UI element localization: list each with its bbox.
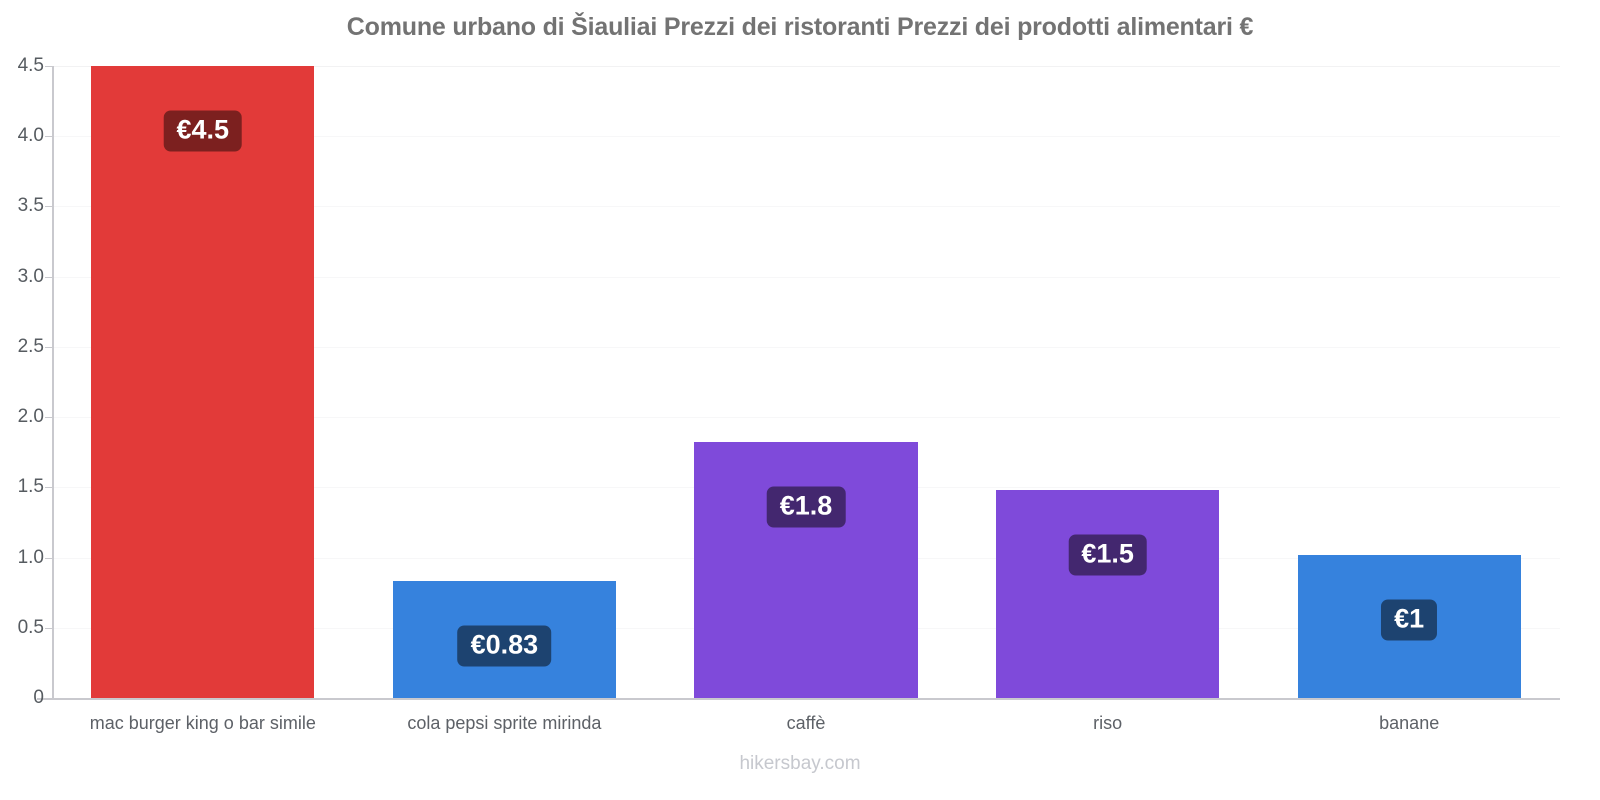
gridline [52,346,1560,348]
bar[interactable] [91,66,315,698]
y-axis-tick-label: 2.0 [17,406,44,428]
gridline [52,206,1560,208]
bar-value-label: €0.83 [457,625,552,667]
bar-value-label: €1.8 [766,486,846,528]
y-axis-tick-mark [45,627,52,629]
bar[interactable] [694,442,918,698]
gridline [52,417,1560,419]
x-axis-category-label: mac burger king o bar simile [89,713,316,733]
y-axis-tick-mark [45,276,52,278]
y-axis-tick-mark [45,66,52,67]
bar-value-label: €4.5 [163,110,243,152]
bar-value-label: €1 [1381,599,1438,641]
chart-title: Comune urbano di Šiauliai Prezzi dei ris… [346,13,1254,41]
x-axis-line [37,698,1560,700]
bar[interactable] [996,490,1220,698]
y-axis-tick-mark [45,557,52,559]
y-axis-tick-label: 4.5 [17,55,44,76]
y-axis-tick-label: 4.0 [17,125,44,147]
y-axis-tick-label: 2.5 [17,335,44,357]
y-axis-tick-label: 3.0 [17,265,44,287]
y-axis-tick-label: 1.0 [17,546,44,568]
x-axis-category-label: cola pepsi sprite mirinda [407,713,602,733]
y-axis-line [52,66,54,698]
x-axis-category-label: caffè [786,713,826,733]
y-axis-tick-label: 0.5 [17,616,44,638]
gridline [52,136,1560,138]
y-axis-tick-label: 1.5 [17,476,44,498]
y-axis-tick-label: 3.5 [17,195,44,217]
y-axis-tick-mark [45,417,52,419]
y-axis-tick-mark [45,136,52,138]
bar-value-label: €1.5 [1068,534,1147,576]
y-axis-tick-mark [45,206,52,208]
gridline [52,66,1560,67]
plot-area: €4.5 €0.83 €1.8 €1.5 €1 [52,66,1560,698]
x-axis-category-label: banane [1379,713,1440,733]
gridline [52,276,1560,278]
y-axis-tick-mark [45,698,52,699]
x-axis-category-label: riso [1093,713,1123,733]
watermark-label: hikersbay.com [739,753,861,774]
y-axis-tick-mark [45,487,52,489]
y-axis-tick-label: 0 [33,687,44,708]
y-axis-tick-mark [45,346,52,348]
